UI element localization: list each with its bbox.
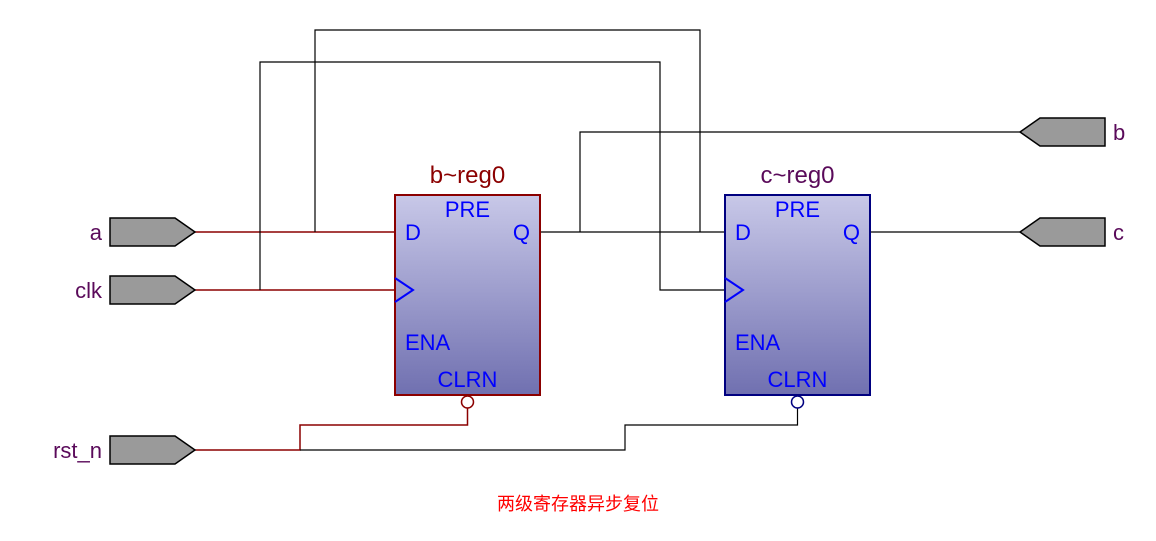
pin-pre-r2: PRE xyxy=(775,197,820,222)
wire-rst-to-clrn2 xyxy=(300,408,798,450)
port-clk: clk xyxy=(75,276,195,304)
registers: b~reg0 PRE D Q ENA CLRN c~reg0 PRE D Q ENA CLRN xyxy=(395,162,870,408)
port-label-a: a xyxy=(90,220,103,245)
pin-ena-r2: ENA xyxy=(735,330,781,355)
port-shape-a xyxy=(110,218,195,246)
wires xyxy=(195,30,1020,450)
clrn-bubble-r2 xyxy=(792,396,804,408)
pin-pre-r1: PRE xyxy=(445,197,490,222)
caption: 两级寄存器异步复位 xyxy=(497,494,659,514)
port-shape-rst_n xyxy=(110,436,195,464)
pin-clrn-r1: CLRN xyxy=(438,367,498,392)
port-c: c xyxy=(1020,218,1124,246)
ports: a clk rst_n b c xyxy=(53,118,1125,464)
port-label-c: c xyxy=(1113,220,1124,245)
wire-rst-to-clrn1 xyxy=(195,408,468,450)
pin-clrn-r2: CLRN xyxy=(768,367,828,392)
pin-q-r2: Q xyxy=(843,220,860,245)
pin-q-r1: Q xyxy=(513,220,530,245)
port-label-clk: clk xyxy=(75,278,103,303)
pin-d-r1: D xyxy=(405,220,421,245)
pin-ena-r1: ENA xyxy=(405,330,451,355)
port-shape-clk xyxy=(110,276,195,304)
clrn-bubble-r1 xyxy=(462,396,474,408)
register-title-r2: c~reg0 xyxy=(760,162,834,189)
port-rst_n: rst_n xyxy=(53,436,195,464)
port-b: b xyxy=(1020,118,1125,146)
port-label-b: b xyxy=(1113,120,1125,145)
schematic-canvas: a clk rst_n b c b~reg0 PRE D Q ENA CLRN c~reg0 PRE D… xyxy=(0,0,1156,541)
port-a: a xyxy=(90,218,195,246)
register-r2: c~reg0 PRE D Q ENA CLRN xyxy=(725,162,870,408)
register-r1: b~reg0 PRE D Q ENA CLRN xyxy=(395,162,540,408)
register-title-r1: b~reg0 xyxy=(430,162,505,189)
port-label-rst_n: rst_n xyxy=(53,438,102,463)
port-shape-b xyxy=(1020,118,1105,146)
pin-d-r2: D xyxy=(735,220,751,245)
port-shape-c xyxy=(1020,218,1105,246)
